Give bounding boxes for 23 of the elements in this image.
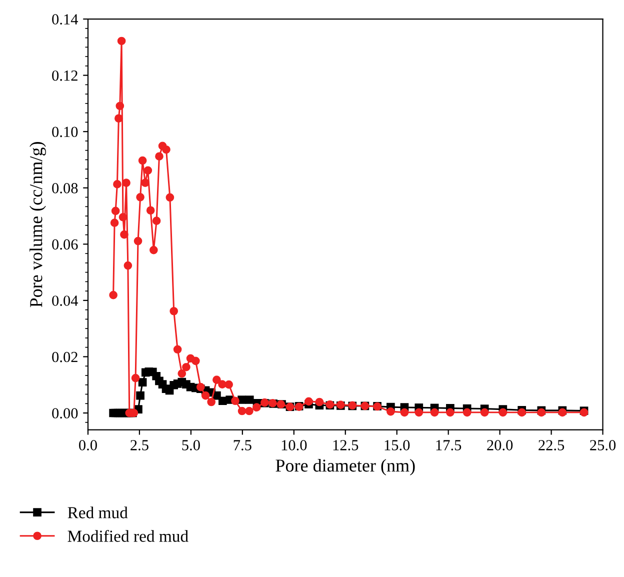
x-tick-label: 25.0 [590, 440, 616, 450]
x-axis-title: Pore diameter (nm) [276, 459, 415, 476]
legend-label: Modified red mud [68, 530, 188, 542]
y-tick-label: 0.06 [52, 239, 78, 250]
x-tick-label: 17.5 [436, 440, 462, 450]
y-tick-label: 0.02 [52, 352, 78, 362]
y-tick-label: 0.04 [52, 296, 78, 306]
y-tick-label: 0.10 [52, 126, 78, 138]
x-tick-label: 7.5 [234, 440, 252, 450]
x-tick-label: 15.0 [384, 440, 410, 450]
y-tick-label: 0.12 [52, 70, 78, 81]
x-tick-label: 0.0 [79, 440, 97, 450]
x-tick-label: 5.0 [182, 440, 200, 450]
x-tick-label: 12.5 [333, 440, 358, 450]
x-tick-label: 10.0 [282, 440, 307, 450]
x-tick-label: 2.5 [130, 440, 148, 450]
y-axis-title: Pore volume (cc/nm/g) [30, 142, 46, 308]
x-tick-label: 22.5 [538, 440, 564, 450]
y-tick-label: 0.08 [52, 183, 78, 194]
x-tick-label: 20.0 [487, 440, 513, 450]
y-tick-label: 0.14 [52, 14, 78, 25]
y-tick-label: 0.00 [52, 408, 78, 418]
legend-label: Red mud [68, 506, 128, 518]
